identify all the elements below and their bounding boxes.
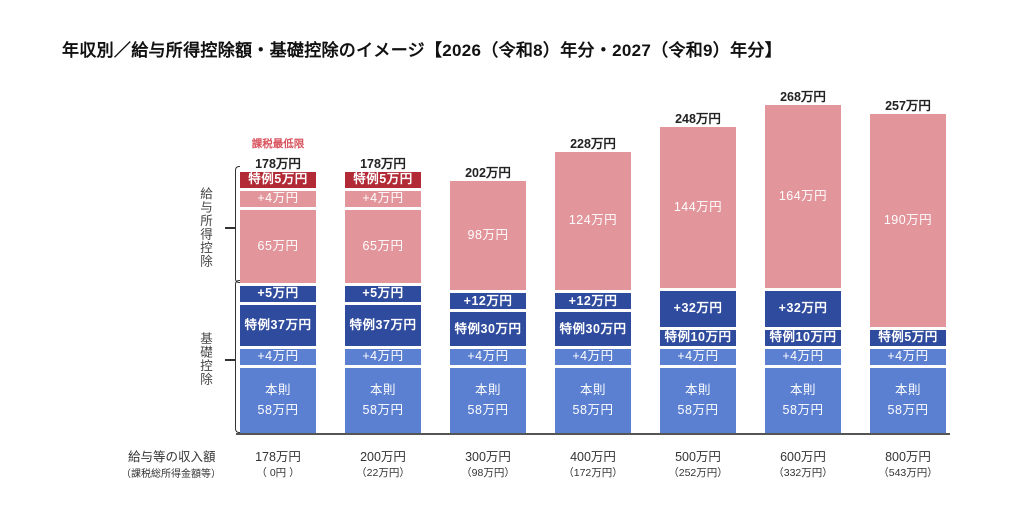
annotation-taxable-minimum: 課税最低限	[251, 137, 305, 150]
bar-segment-dark-blue: 特例30万円	[450, 312, 526, 347]
bar-segment-mid-blue: 本則 58万円	[345, 368, 421, 433]
x-axis-label-income: 給与等の収入額	[128, 450, 216, 464]
bar-segment-dark-blue: 特例5万円	[870, 330, 946, 347]
bar-segment-mid-blue: +4万円	[345, 349, 421, 366]
bar-segment-mid-blue: 本則 58万円	[555, 368, 631, 433]
x-tick-label-taxable: （ 0円 ）	[256, 467, 300, 479]
bar-segment-mid-blue: +4万円	[240, 349, 316, 366]
x-tick-label-income: 300万円	[465, 450, 511, 464]
x-tick-label-income: 200万円	[360, 450, 406, 464]
x-tick-label-income: 600万円	[780, 450, 826, 464]
x-tick-label-income: 400万円	[570, 450, 616, 464]
x-axis-baseline	[236, 433, 950, 435]
bracket-tick-kiso	[225, 359, 235, 361]
bar-segment-mid-blue: +4万円	[660, 349, 736, 366]
bar-segment-dark-blue: +32万円	[765, 291, 841, 328]
x-tick-label-taxable: （543万円）	[878, 467, 938, 479]
bar-segment-dark-blue: +12万円	[555, 293, 631, 310]
bar-total-label: 268万円	[780, 89, 826, 104]
bar-segment-pink: +4万円	[240, 190, 316, 207]
bar-total-label: 257万円	[885, 99, 931, 114]
bar-segment-mid-blue: 本則 58万円	[450, 368, 526, 433]
x-tick-label-taxable: （98万円）	[461, 467, 515, 479]
bar-segment-mid-blue: +4万円	[555, 349, 631, 366]
x-tick-label-taxable: （172万円）	[563, 467, 623, 479]
bar-segment-pink: 190万円	[870, 114, 946, 328]
bar-segment-dark-blue: +32万円	[660, 291, 736, 328]
bar-segment-mid-blue: +4万円	[765, 349, 841, 366]
bar-segment-dark-blue: +5万円	[345, 285, 421, 302]
bracket-tick-kyuyo	[225, 227, 235, 229]
x-tick-label-income: 178万円	[255, 450, 301, 464]
group-label-kiso: 基礎控除	[198, 332, 212, 387]
bar-total-label: 178万円	[360, 156, 406, 171]
x-tick-label-taxable: （22万円）	[356, 467, 410, 479]
x-tick-label-income: 800万円	[885, 450, 931, 464]
bar-segment-pink: 65万円	[345, 209, 421, 283]
bracket-kiso	[235, 279, 240, 433]
bar-segment-pink: 164万円	[765, 104, 841, 289]
bar-segment-mid-blue: 本則 58万円	[870, 368, 946, 433]
bar-segment-special-red: 特例5万円	[240, 171, 316, 188]
x-tick-label-taxable: （252万円）	[668, 467, 728, 479]
bar-segment-dark-blue: 特例10万円	[765, 330, 841, 347]
bar-segment-pink: 98万円	[450, 180, 526, 291]
bar-total-label: 202万円	[465, 165, 511, 180]
bar-segment-mid-blue: +4万円	[450, 349, 526, 366]
bar-segment-dark-blue: 特例30万円	[555, 312, 631, 347]
bar-total-label: 248万円	[675, 111, 721, 126]
bar-segment-mid-blue: 本則 58万円	[765, 368, 841, 433]
bar-segment-pink: +4万円	[345, 190, 421, 207]
bar-segment-pink: 124万円	[555, 151, 631, 291]
bar-segment-dark-blue: +5万円	[240, 285, 316, 302]
bar-segment-dark-blue: 特例10万円	[660, 330, 736, 347]
x-tick-label-taxable: （332万円）	[773, 467, 833, 479]
x-tick-label-income: 500万円	[675, 450, 721, 464]
bar-total-label: 228万円	[570, 136, 616, 151]
bar-segment-pink: 144万円	[660, 126, 736, 289]
bar-segment-dark-blue: 特例37万円	[345, 304, 421, 347]
bar-segment-mid-blue: +4万円	[870, 349, 946, 366]
bar-segment-special-red: 特例5万円	[345, 171, 421, 188]
x-axis-label-taxable: （課税総所得金額等）	[121, 469, 221, 480]
bar-segment-dark-blue: 特例37万円	[240, 304, 316, 347]
chart-title: 年収別／給与所得控除額・基礎控除のイメージ【2026（令和8）年分・2027（令…	[62, 41, 783, 60]
bar-segment-mid-blue: 本則 58万円	[660, 368, 736, 433]
bar-total-label: 178万円	[255, 156, 301, 171]
bracket-kyuyo	[235, 165, 240, 283]
bar-segment-mid-blue: 本則 58万円	[240, 368, 316, 433]
bar-segment-dark-blue: +12万円	[450, 293, 526, 310]
group-label-kyuyo: 給与所得控除	[198, 186, 212, 268]
bar-segment-pink: 65万円	[240, 209, 316, 283]
